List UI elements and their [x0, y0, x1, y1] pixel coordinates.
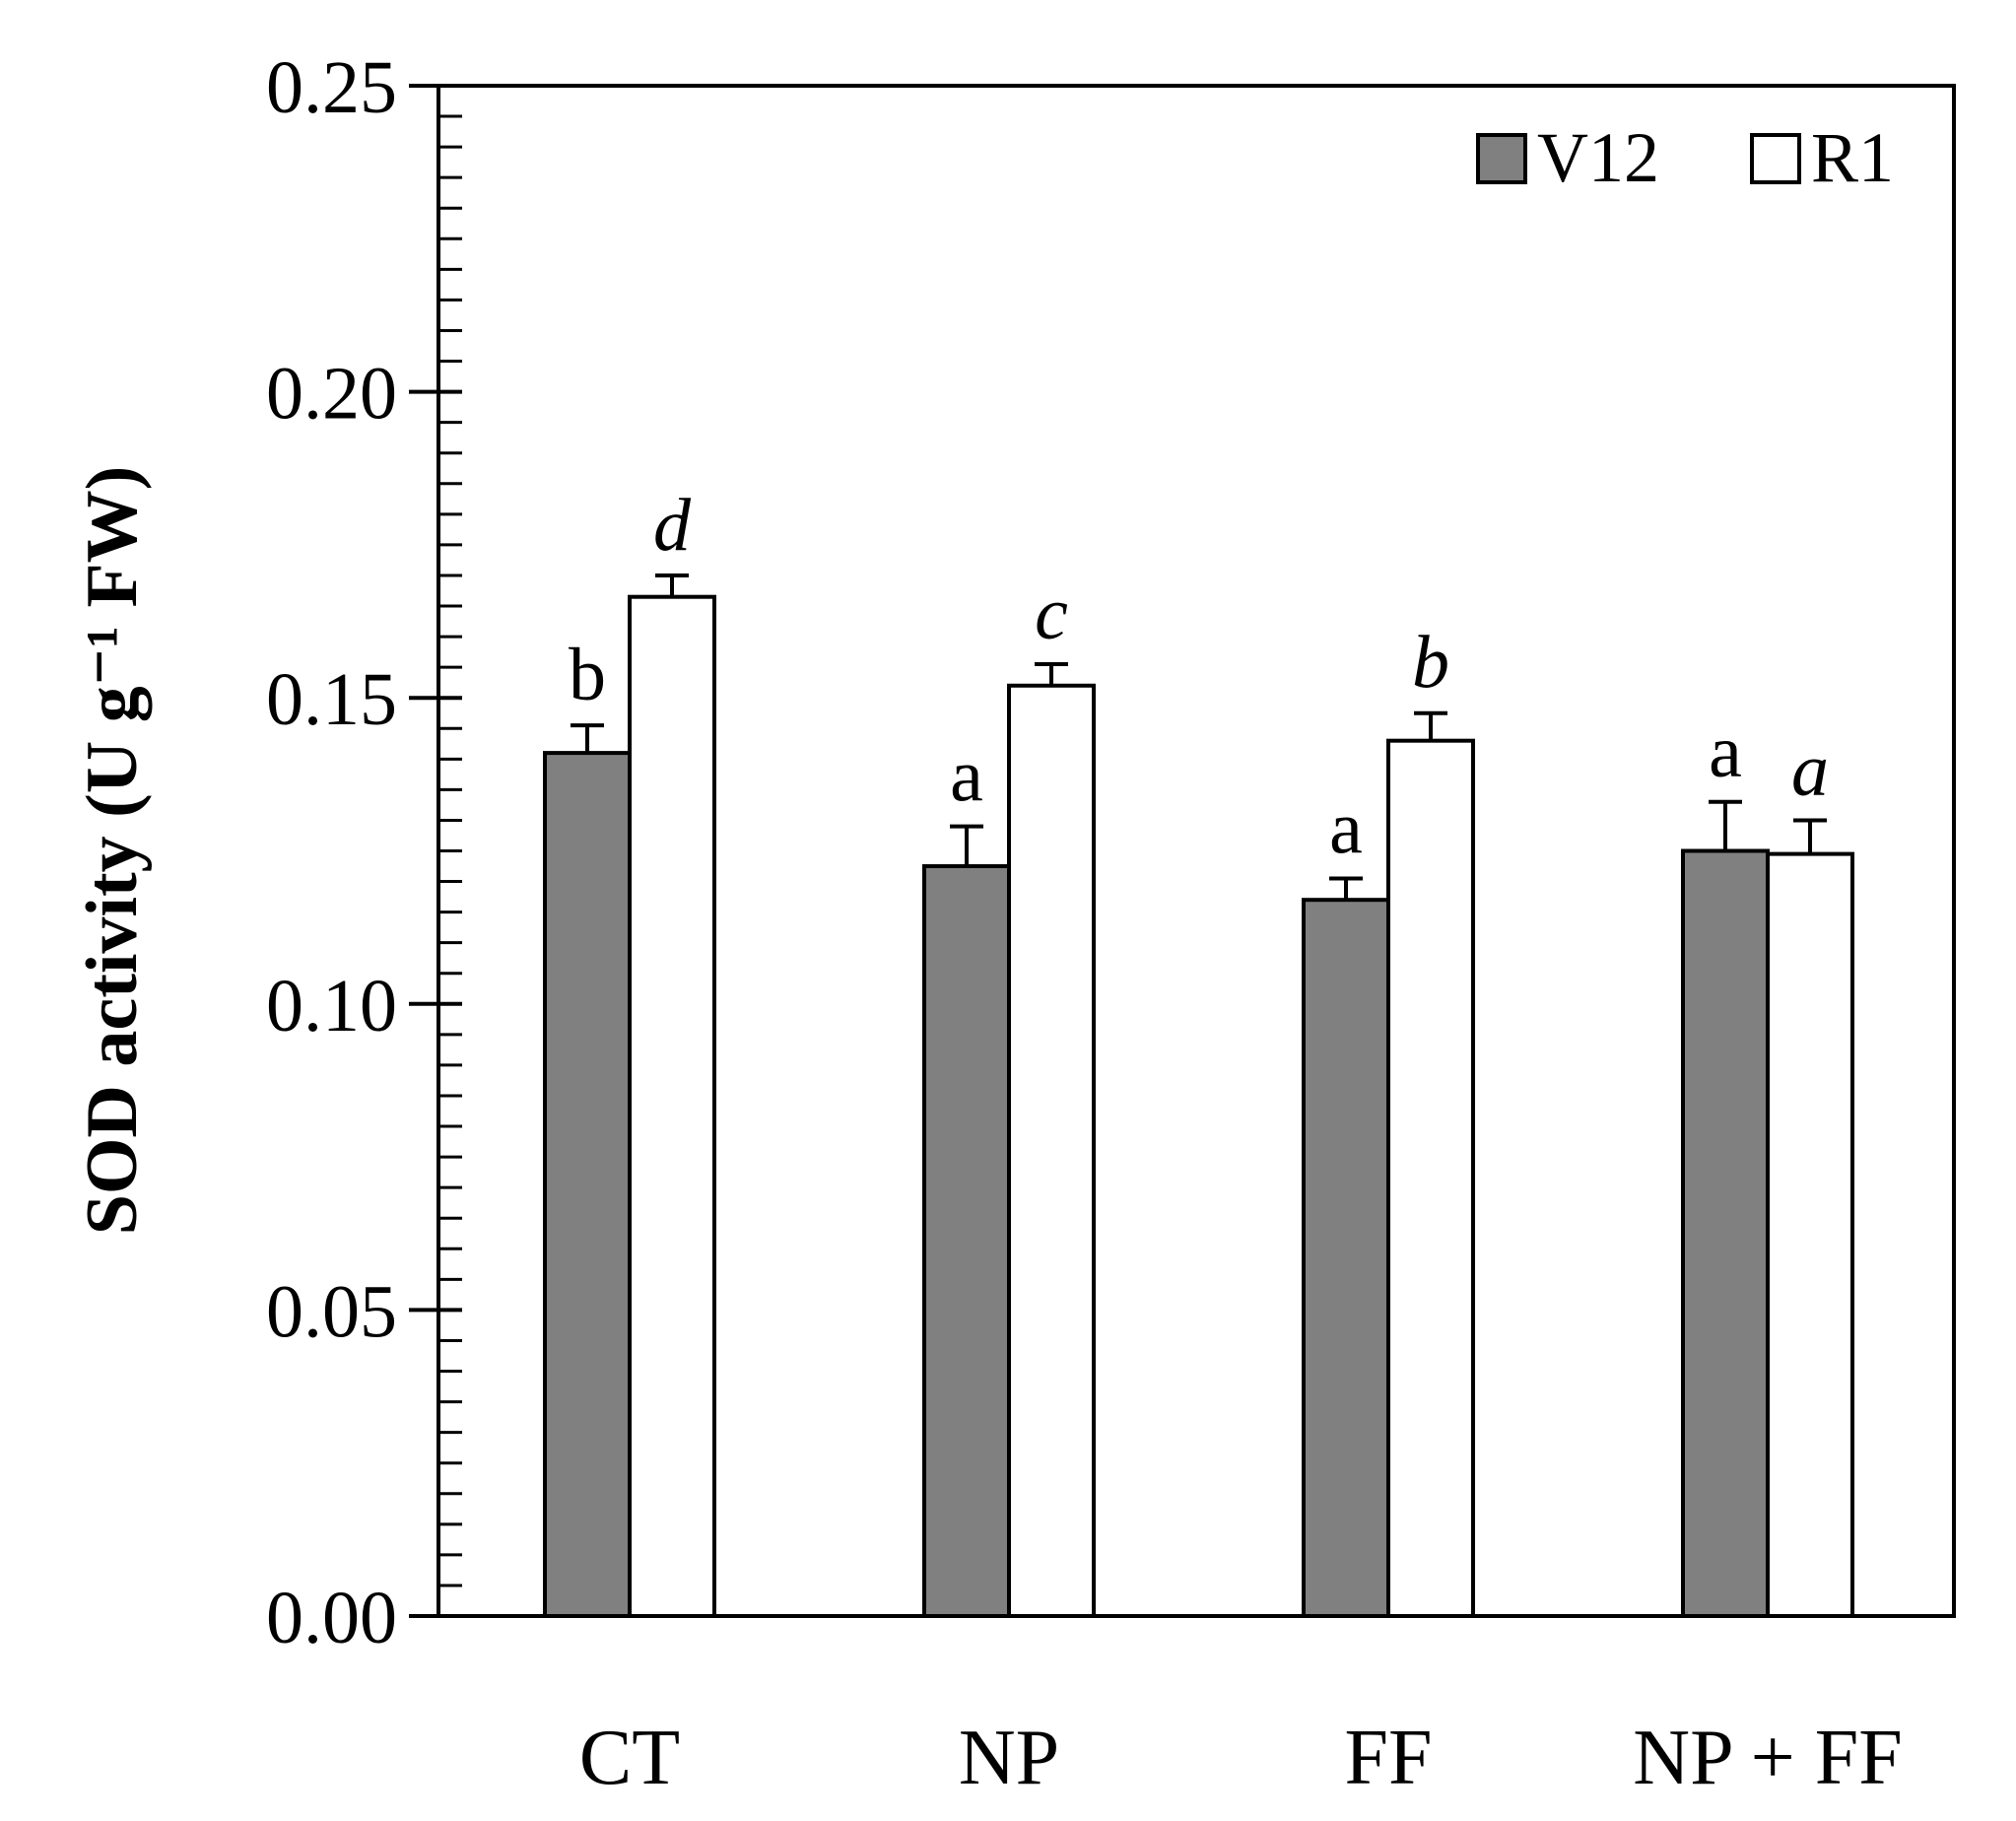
bar-r1-ff — [1386, 738, 1475, 1618]
significance-letter: d — [653, 484, 692, 567]
significance-letter: b — [1412, 622, 1449, 705]
y-tick-label: 0.00 — [266, 1577, 397, 1659]
bar-r1-ct — [628, 594, 716, 1618]
y-tick-label: 0.20 — [266, 353, 397, 436]
y-tick-label: 0.15 — [266, 658, 397, 741]
y-major-ticks: 0.00 0.05 0.10 0.15 0.20 0.25 — [266, 46, 462, 1659]
significance-letter: a — [950, 735, 983, 818]
legend-label-v12: V12 — [1537, 118, 1659, 197]
plot-frame — [437, 84, 1956, 1618]
x-category-label: FF — [1345, 1715, 1433, 1801]
bar-v12-np — [922, 864, 1011, 1618]
legend-swatch-v12 — [1476, 133, 1527, 184]
y-tick-label: 0.05 — [266, 1270, 397, 1353]
category-labels: CT NP FF NP + FF — [579, 1715, 1903, 1801]
y-axis-label: SOD activity (U g⁻¹ FW) — [72, 466, 153, 1236]
x-category-label: NP — [959, 1715, 1059, 1801]
legend: V12 R1 — [1476, 118, 1894, 197]
bar-r1-np-ff — [1766, 851, 1854, 1618]
bar-v12-np-ff — [1681, 848, 1770, 1618]
bar-v12-ff — [1302, 898, 1390, 1618]
significance-letter: c — [1035, 573, 1068, 655]
y-minor-ticks — [438, 114, 462, 1587]
legend-swatch-r1 — [1750, 133, 1801, 184]
significance-letter: b — [569, 634, 606, 716]
y-tick-label: 0.25 — [266, 46, 397, 129]
bar-v12-ct — [543, 751, 632, 1618]
x-category-label: CT — [579, 1715, 680, 1801]
legend-label-r1: R1 — [1811, 118, 1894, 197]
y-tick-label: 0.10 — [266, 965, 397, 1047]
significance-letter: a — [1791, 728, 1829, 811]
bar-r1-np — [1007, 683, 1096, 1618]
significance-letter: a — [1329, 786, 1363, 869]
significance-letter: a — [1709, 710, 1742, 793]
x-category-label: NP + FF — [1633, 1715, 1902, 1801]
